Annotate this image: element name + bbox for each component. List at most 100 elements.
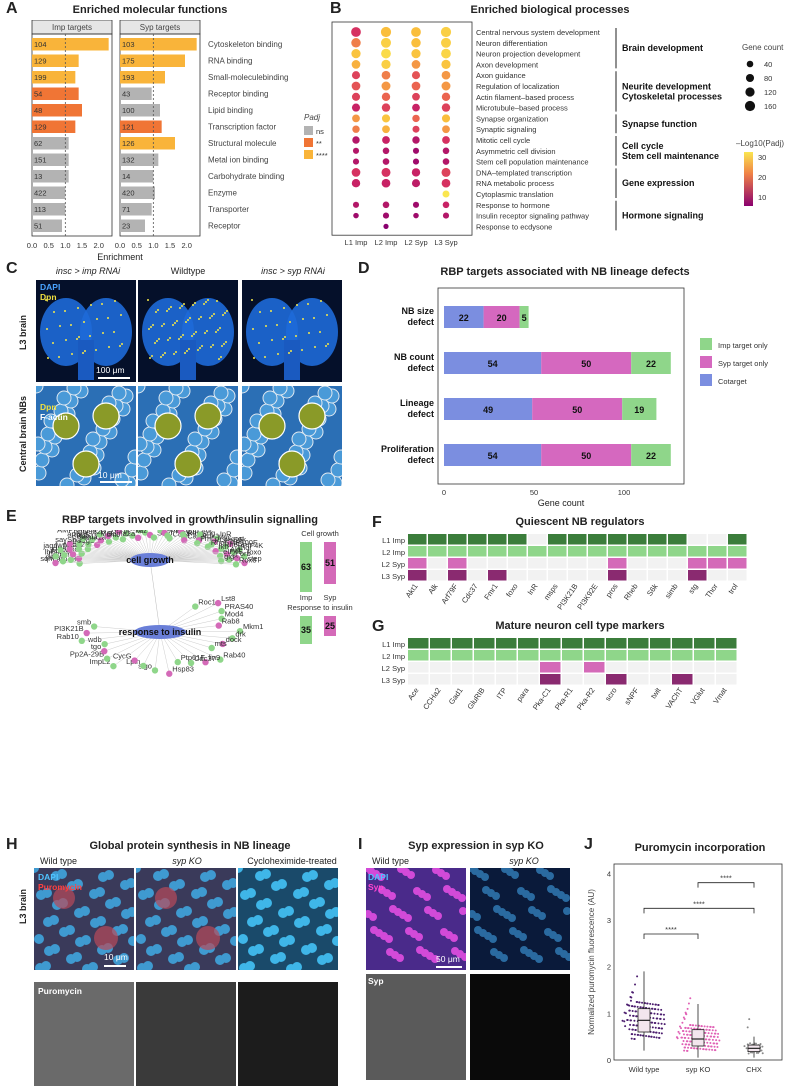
- panel-j-point: [689, 1033, 692, 1036]
- panel-h-nucleus: [167, 925, 177, 935]
- panel-c-neuroblast: [52, 412, 80, 440]
- panel-h-nucleus: [126, 878, 134, 888]
- panel-e-growth-node: [232, 561, 240, 568]
- panel-i-syp-image: [366, 974, 466, 1080]
- panel-b-term: Mitotic cell cycle: [476, 136, 530, 145]
- panel-a-bar: [120, 120, 162, 133]
- panel-j-ylabel: Normalized puromycin fluorescence (AU): [587, 889, 596, 1035]
- panel-h-puromycin-image: [34, 982, 134, 1086]
- panel-f-cell: [668, 558, 687, 569]
- panel-b-dot: [352, 158, 360, 165]
- panel-a-bar: [32, 186, 66, 199]
- panel-e-growth-gene-label: Nf1: [111, 530, 123, 534]
- panel-b-dot: [351, 92, 361, 101]
- panel-e-bar-insulin-syp: [324, 616, 336, 636]
- panel-f-cell: [428, 534, 447, 545]
- panel-j-point: [684, 1043, 687, 1046]
- panel-c-cell: [291, 431, 307, 447]
- panel-e-insulin-gene-label: mts: [215, 639, 227, 648]
- panel-b-dot: [380, 26, 392, 38]
- panel-d-bar-segment: [631, 444, 671, 466]
- panel-h-nb: [196, 926, 220, 950]
- panel-g-cell: [716, 662, 737, 673]
- panel-f-col-label: Fmr1: [482, 582, 499, 601]
- panel-e-bar-growth-imp: [300, 542, 312, 592]
- panel-b-term: Stem cell population maintenance: [476, 158, 589, 167]
- panel-f-cell: [488, 534, 507, 545]
- panel-c-dpn-spot: [222, 314, 224, 316]
- panel-i-cell: [538, 912, 546, 920]
- panel-c-dpn-spot: [83, 321, 85, 323]
- panel-j-point: [706, 1025, 709, 1028]
- panel-c-dpn-spot: [95, 349, 97, 351]
- panel-c-vnc: [284, 340, 300, 380]
- panel-f-col-label: pros: [604, 582, 620, 599]
- panel-a-bar-count: 48: [34, 106, 42, 115]
- panel-a-xtick: 1.0: [148, 241, 158, 250]
- panel-e-growth-gene-label: AMPKalpha: [57, 530, 97, 535]
- panel-e-insulin-gene-label: Mkm1: [243, 622, 263, 631]
- panel-a-bar-count: 129: [34, 57, 47, 66]
- panel-h-col2: syp KO: [172, 856, 202, 866]
- panel-a-facet-frame: [31, 33, 113, 237]
- panel-a-bar-count: 132: [122, 156, 135, 165]
- panel-b-group-label: Synapse function: [622, 119, 697, 129]
- panel-a-category: Lipid binding: [208, 106, 253, 115]
- panel-f-cell: [548, 570, 567, 581]
- panel-c-dpn-spot: [178, 338, 180, 340]
- panel-j-point: [715, 1042, 718, 1045]
- panel-d-bar-segment: [444, 352, 542, 374]
- panel-j-point: [659, 1013, 662, 1016]
- panel-h-nucleus: [221, 953, 231, 963]
- panel-c-dpn-spot: [308, 332, 310, 334]
- panel-d-bar-value: 50: [581, 451, 591, 461]
- panel-h-nucleus: [230, 936, 236, 946]
- panel-e-growth-node: [85, 541, 92, 548]
- panel-h-nucleus: [229, 907, 236, 917]
- panel-a-legend-swatch: [304, 138, 313, 147]
- panel-a-category: Receptor: [208, 222, 241, 231]
- panel-i-letter: I: [358, 836, 363, 853]
- panel-f-cell: [728, 546, 747, 557]
- panel-d-legend-swatch: [700, 356, 712, 368]
- panel-b-dot: [351, 168, 361, 177]
- panel-j-point: [691, 1024, 694, 1027]
- panel-h-nucleus: [95, 887, 105, 897]
- panel-f-row-label: L2 Syp: [382, 560, 405, 569]
- panel-g-cell: [672, 662, 693, 673]
- panel-c-dpn-spot: [175, 351, 177, 353]
- panel-f-cell: [648, 558, 667, 569]
- panel-j-point: [652, 1017, 655, 1020]
- panel-f-cell: [628, 570, 647, 581]
- panel-h-puromycin-image: [238, 982, 338, 1086]
- panel-g-col-label: Ace: [406, 686, 421, 702]
- panel-c-dpn-spot: [217, 329, 219, 331]
- panel-c-dpn-spot: [182, 334, 184, 336]
- panel-d-bar-value: 50: [581, 359, 591, 369]
- panel-b-group-label: Cytoskeletal processes: [622, 91, 722, 101]
- panel-c-cell: [242, 452, 256, 468]
- panel-a-bar: [120, 104, 160, 117]
- panel-b-size-label: 120: [764, 88, 777, 97]
- panel-i-col1: Wild type: [372, 856, 410, 866]
- panel-c-dpn-spot: [167, 339, 169, 341]
- panel-a-bar-count: 193: [122, 73, 135, 82]
- panel-e-insulin-gene-label: Roc1a: [198, 598, 221, 607]
- panel-e-growth-node: [75, 555, 83, 562]
- panel-c-dpn-spot: [174, 322, 176, 324]
- panel-c-neuroblast: [154, 412, 182, 440]
- panel-h-nucleus: [72, 952, 82, 962]
- panel-j-point: [709, 1042, 712, 1045]
- panel-j-point: [634, 1010, 637, 1013]
- panel-f-cell: [468, 534, 487, 545]
- panel-b-dot: [351, 81, 361, 91]
- panel-j-point: [642, 1006, 645, 1009]
- panel-e-growth-node: [217, 557, 225, 565]
- panel-g-cell: [584, 674, 605, 685]
- panel-b-dot: [412, 147, 420, 154]
- panel-b-dot: [441, 70, 451, 80]
- panel-j-point: [757, 1051, 760, 1054]
- panel-e-bar-syp-label: Syp: [324, 593, 337, 602]
- panel-a-xtick: 0.0: [27, 241, 37, 250]
